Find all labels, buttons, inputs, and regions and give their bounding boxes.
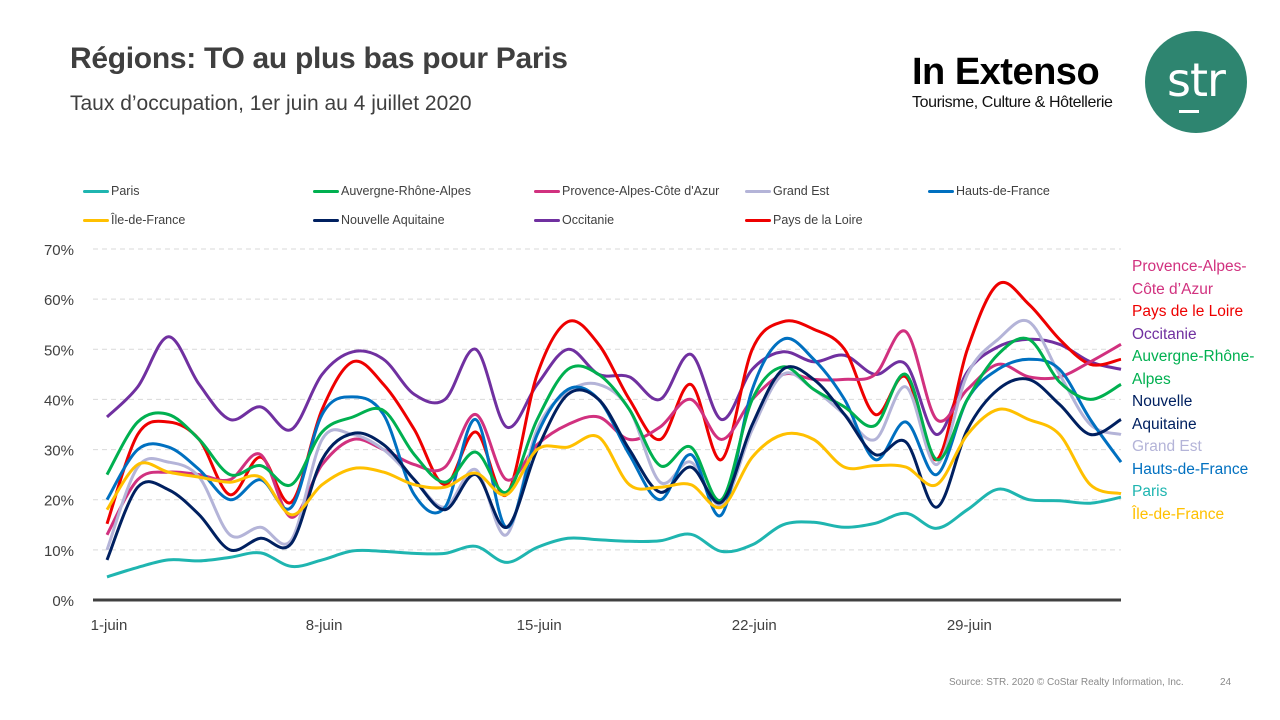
series-line-provence-alpes-c-te-d-azur [105, 329, 1122, 536]
x-tick-label: 15-juin [517, 617, 562, 634]
legend-item: Paris [83, 184, 139, 198]
series-end-label: Côte d’Azur [1132, 280, 1213, 298]
legend-item: Provence-Alpes-Côte d'Azur [534, 184, 719, 198]
legend-swatch [928, 189, 954, 193]
x-tick-label: 1-juin [91, 617, 128, 634]
y-tick-label: 30% [44, 443, 74, 460]
legend-label: Île-de-France [111, 213, 186, 227]
series-line--le-de-france [105, 407, 1122, 517]
legend-item: Auvergne-Rhône-Alpes [313, 184, 471, 198]
brand-name: In Extenso [912, 51, 1100, 93]
legend-item: Pays de la Loire [745, 213, 863, 227]
legend-label: Pays de la Loire [773, 213, 863, 227]
series-end-label: Nouvelle [1132, 393, 1193, 410]
in-extenso-logo: In Extenso Tourisme, Culture & Hôtelleri… [912, 52, 1142, 112]
page-number: 24 [1220, 677, 1232, 688]
legend-item: Île-de-France [83, 213, 185, 227]
series-line-pays-de-la-loire [105, 280, 1122, 525]
chart-legend: Paris Auvergne-Rhône-Alpes Provence-Alpes-… [83, 184, 1123, 230]
legend-swatch [745, 218, 771, 222]
y-axis-ticks: 0% 10% 20% 30% 40% 50% 60% 70% [44, 242, 74, 610]
series-end-label: Grand Est [1132, 438, 1202, 455]
str-logo-underline [1179, 110, 1199, 113]
legend-label: Provence-Alpes-Côte d'Azur [562, 184, 720, 198]
legend-swatch [313, 189, 339, 193]
legend-item: Hauts-de-France [928, 184, 1050, 198]
legend-item: Grand Est [745, 184, 829, 198]
y-tick-label: 60% [44, 292, 74, 309]
series-end-label: Alpes [1132, 370, 1171, 388]
legend-swatch [83, 189, 109, 193]
series-line-nouvelle-aquitaine [105, 365, 1122, 561]
series-line-paris [106, 487, 1122, 579]
str-logo-icon: str [1145, 31, 1247, 133]
legend-item: Nouvelle Aquitaine [313, 213, 445, 227]
legend-swatch [313, 218, 339, 222]
y-tick-label: 20% [44, 493, 74, 510]
x-tick-label: 22-juin [732, 617, 777, 634]
series-end-label: Occitanie [1132, 325, 1197, 343]
series-lines [105, 280, 1123, 579]
series-line-auvergne-rh-ne-alpes [105, 336, 1122, 502]
series-line-grand-est [105, 318, 1122, 551]
page-title: Régions: TO au plus bas pour Paris [70, 42, 568, 75]
series-end-label: Île-de-France [1132, 505, 1225, 523]
x-axis-ticks: 1-juin 8-juin 15-juin 22-juin 29-juin [91, 617, 992, 634]
y-tick-label: 40% [44, 392, 74, 409]
legend-swatch [534, 218, 560, 222]
legend-label: Auvergne-Rhône-Alpes [341, 184, 471, 198]
legend-label: Hauts-de-France [956, 184, 1050, 198]
str-logo-text: str [1167, 53, 1226, 107]
series-end-label: Provence-Alpes- [1132, 258, 1247, 275]
legend-swatch [83, 218, 109, 222]
y-tick-label: 0% [52, 593, 74, 610]
legend-swatch [745, 189, 771, 193]
legend-label: Occitanie [562, 213, 615, 227]
legend-label: Grand Est [773, 184, 830, 198]
y-tick-label: 50% [44, 342, 74, 359]
series-end-label: Hauts-de-France [1132, 460, 1249, 478]
legend-item: Occitanie [534, 213, 614, 227]
series-end-labels: Provence-Alpes- Côte d’Azur Pays de le Loi… [1132, 256, 1254, 526]
series-end-label: Auvergne-Rhône- [1132, 348, 1255, 365]
x-tick-label: 29-juin [947, 617, 992, 634]
y-tick-label: 10% [44, 543, 74, 560]
series-end-label: Pays de le Loire [1132, 303, 1244, 320]
legend-label: Nouvelle Aquitaine [341, 213, 445, 227]
x-tick-label: 8-juin [306, 617, 343, 634]
legend-swatch [534, 189, 560, 193]
brand-tagline: Tourisme, Culture & Hôtellerie [912, 94, 1113, 111]
series-end-label: Aquitaine [1132, 415, 1197, 433]
page-subtitle: Taux d’occupation, 1er juin au 4 juillet… [70, 92, 472, 115]
series-end-label: Paris [1132, 483, 1168, 500]
legend-label: Paris [111, 184, 140, 198]
source-note: Source: STR. 2020 © CoStar Realty Inform… [949, 677, 1184, 688]
y-tick-label: 70% [44, 242, 74, 259]
